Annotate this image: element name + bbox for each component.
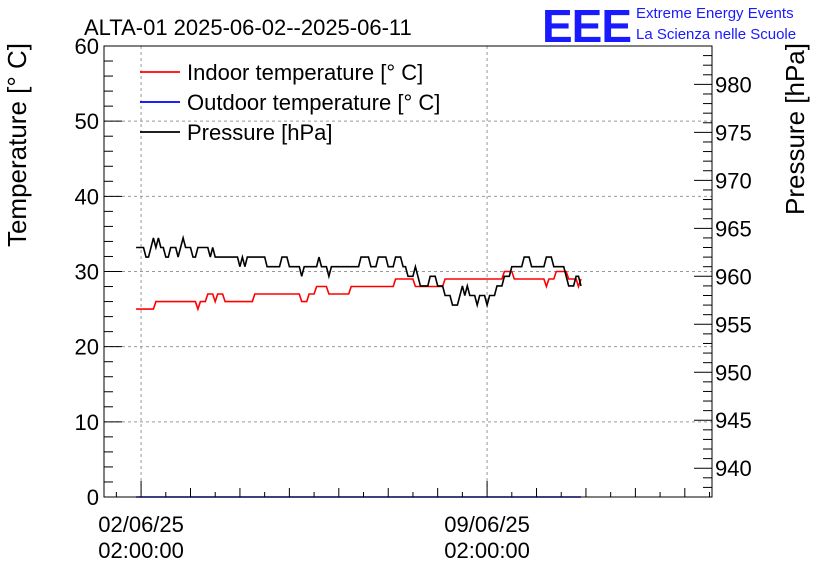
- x-tick-label-date: 02/06/25: [98, 512, 184, 537]
- legend: Indoor temperature [° C] Outdoor temperat…: [140, 60, 440, 145]
- y-left-tick-label: 20: [75, 335, 99, 360]
- logo-line1: Extreme Energy Events: [636, 5, 794, 22]
- x-tick-label-date: 09/06/25: [444, 512, 530, 537]
- x-tick-label-time: 02:00:00: [98, 538, 184, 563]
- y-right-tick-label: 960: [715, 264, 752, 289]
- y-right-tick-label: 940: [715, 456, 752, 481]
- y-right-tick-label: 980: [715, 72, 752, 97]
- y-left-tick-label: 50: [75, 109, 99, 134]
- y-axis-title-right: Pressure [hPa]: [780, 43, 810, 215]
- logo-mark: EEE: [542, 0, 631, 52]
- y-left-tick-label: 40: [75, 184, 99, 209]
- logo-line2: La Scienza nelle Scuole: [636, 26, 796, 43]
- axes: [103, 45, 713, 498]
- y-right-tick-label: 955: [715, 312, 752, 337]
- y-axis-title-left: Temperature [° C]: [2, 43, 32, 247]
- tick-labels: 0 10 20 30 40 50 60 940 945 950 955 960 965 970 975 980…: [75, 34, 752, 563]
- y-right-tick-label: 945: [715, 408, 752, 433]
- series-line-0: [136, 270, 582, 312]
- y-left-tick-label: 60: [75, 34, 99, 59]
- y-left-tick-label: 10: [75, 410, 99, 435]
- y-right-tick-label: 970: [715, 168, 752, 193]
- y-right-tick-label: 975: [715, 120, 752, 145]
- series-line-2: [136, 234, 582, 309]
- chart-title: ALTA-01 2025-06-02--2025-06-11: [84, 15, 412, 40]
- y-left-tick-label: 0: [87, 485, 99, 510]
- x-tick-label-time: 02:00:00: [444, 538, 530, 563]
- eee-logo: EEE Extreme Energy Events La Scienza nel…: [542, 0, 796, 52]
- legend-label-1: Outdoor temperature [° C]: [187, 90, 440, 115]
- grid: [104, 46, 712, 497]
- y-right-tick-label: 965: [715, 216, 752, 241]
- y-left-tick-label: 30: [75, 260, 99, 285]
- y-right-tick-label: 950: [715, 360, 752, 385]
- legend-label-2: Pressure [hPa]: [187, 120, 333, 145]
- legend-label-0: Indoor temperature [° C]: [187, 60, 423, 85]
